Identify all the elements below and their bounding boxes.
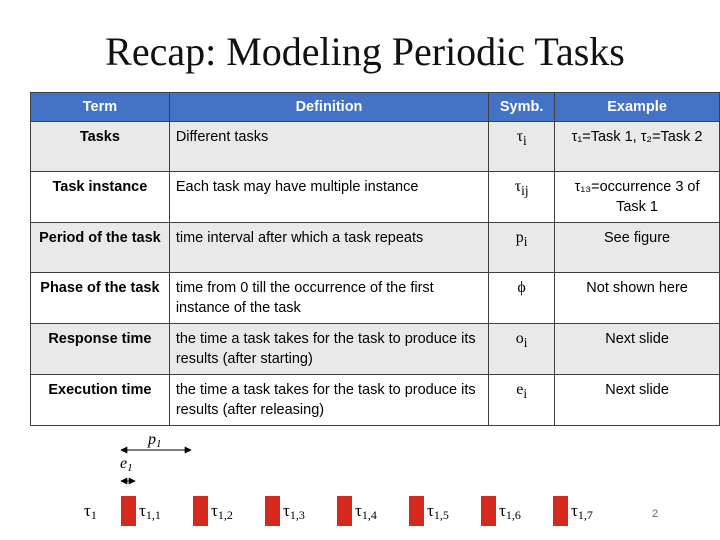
symbol-base: p	[515, 229, 524, 246]
header-term: Term	[30, 92, 170, 122]
execution-bar	[409, 496, 424, 526]
definition-cell: time interval after which a task repeats	[168, 222, 490, 273]
header-symbol: Symb.	[488, 92, 556, 122]
instance-label: τ1,5	[427, 501, 449, 522]
instance-label: τ1,6	[499, 501, 521, 522]
symbol-base: ϕ	[517, 279, 526, 296]
example-cell: Not shown here	[554, 272, 720, 324]
table-row: Response time the time a task takes for …	[30, 323, 720, 375]
header-example: Example	[554, 92, 720, 122]
term-cell: Task instance	[30, 171, 170, 223]
term-cell: Tasks	[30, 121, 170, 172]
instance-label: τ1,2	[211, 501, 233, 522]
symbol-cell: pi	[488, 222, 556, 273]
symbol-subscript: i	[523, 234, 528, 250]
symbol-subscript: i	[523, 335, 528, 351]
definition-cell: Different tasks	[168, 121, 490, 172]
execution-bar	[481, 496, 496, 526]
table-header-row: Term Definition Symb. Example	[30, 92, 720, 122]
definition-cell: Each task may have multiple instance	[168, 171, 490, 223]
task-instances: τ1,1 τ1,2 τ1,3 τ1,4 τ1,5 τ1,6 τ1,7	[121, 496, 593, 526]
symbol-cell: ei	[488, 374, 556, 426]
symbol-subscript: i	[523, 133, 527, 149]
instance-label: τ1,7	[571, 501, 593, 522]
symbol-base: o	[515, 330, 524, 347]
table-row: Tasks Different tasks τi τ₁=Task 1, τ₂=T…	[30, 121, 720, 172]
task-label: τ1	[84, 501, 97, 522]
example-cell: Next slide	[554, 323, 720, 375]
definition-cell: time from 0 till the occurrence of the f…	[168, 272, 490, 324]
recap-table: Term Definition Symb. Example Tasks Diff…	[30, 92, 720, 426]
symbol-base: e	[516, 381, 524, 398]
symbol-cell: oi	[488, 323, 556, 375]
instance-label: τ1,3	[283, 501, 305, 522]
term-cell: Execution time	[30, 374, 170, 426]
symbol-subscript: ij	[521, 183, 529, 199]
period-label: p1	[147, 431, 162, 450]
definition-cell: the time a task takes for the task to pr…	[168, 323, 490, 375]
symbol-base: τ	[516, 128, 523, 145]
page-number: 2	[652, 508, 659, 520]
symbol-cell: τij	[488, 171, 556, 223]
table-row: Task instance Each task may have multipl…	[30, 171, 720, 223]
instance-label: τ1,1	[139, 501, 161, 522]
table-row: Phase of the task time from 0 till the o…	[30, 272, 720, 324]
execution-bar	[121, 496, 136, 526]
term-cell: Phase of the task	[30, 272, 170, 324]
header-definition: Definition	[168, 92, 490, 122]
example-cell: See figure	[554, 222, 720, 273]
execution-bar	[337, 496, 352, 526]
symbol-base: τ	[514, 178, 522, 195]
slide-title: Recap: Modeling Periodic Tasks	[105, 29, 625, 74]
term-cell: Period of the task	[30, 222, 170, 273]
table-row: Period of the task time interval after w…	[30, 222, 720, 273]
execution-bar	[193, 496, 208, 526]
example-cell: τ₁₃=occurrence 3 of Task 1	[554, 171, 720, 223]
symbol-cell: τi	[488, 121, 556, 172]
table-row: Execution time the time a task takes for…	[30, 374, 720, 426]
term-cell: Response time	[30, 323, 170, 375]
example-cell: τ₁=Task 1, τ₂=Task 2	[554, 121, 720, 172]
symbol-subscript: i	[523, 386, 528, 402]
example-cell: Next slide	[554, 374, 720, 426]
definition-cell: the time a task takes for the task to pr…	[168, 374, 490, 426]
instance-label: τ1,4	[355, 501, 377, 522]
execution-bar	[265, 496, 280, 526]
exec-label: e1	[120, 455, 133, 474]
execution-bar	[553, 496, 568, 526]
symbol-cell: ϕ	[488, 272, 556, 324]
